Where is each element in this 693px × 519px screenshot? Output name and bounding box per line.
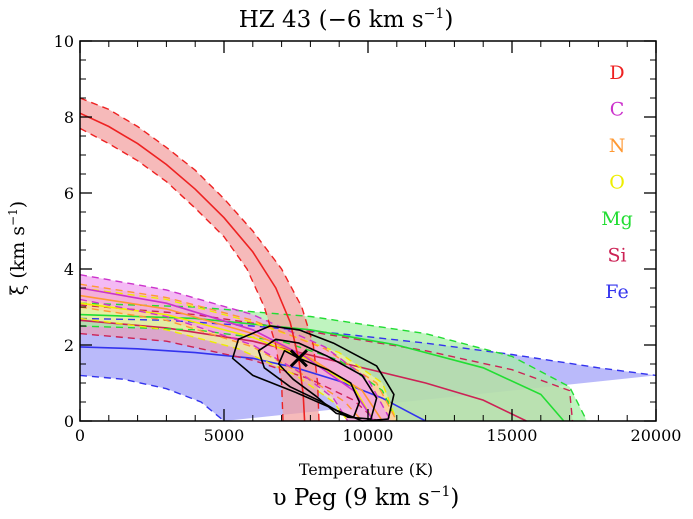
x-tick-label: 10000 [343,426,394,445]
band-upper-c [79,274,392,422]
y-tick-label: 0 [64,412,74,431]
band-upper-fe [79,317,657,377]
band-lower-o [79,317,349,422]
band-lower-fe [79,374,225,422]
confidence-contour-3 [231,325,395,422]
legend-entry-fe: Fe [605,281,628,303]
series-line-o [79,302,375,422]
series-line-mg [79,313,565,422]
chart-subtitle-sup: −1 [430,484,451,500]
series-line-layer [79,97,657,422]
y-axis-label-end: ) [7,201,29,208]
chart-subtitle-end: ) [450,485,459,511]
series-line-fe [79,346,426,422]
band-upper-d [79,97,320,422]
confidence-contour-1 [277,349,361,419]
band-mg [80,303,587,421]
x-tick-label: 20000 [631,426,682,445]
legend-entry-c: C [610,99,625,121]
legend-entry-mg: Mg [601,208,633,230]
legend-entry-o: O [609,172,625,194]
series-line-n [79,294,384,422]
x-tick-label: 5000 [204,426,245,445]
chart-title-sup: −1 [424,6,445,22]
band-lower-mg [79,325,398,422]
y-tick-label: 4 [64,260,74,279]
y-tick-label: 8 [64,108,74,127]
axis-ticks: 0 5000 10000 15000 20000 0 2 4 6 8 10 [54,32,682,445]
legend-entry-n: N [609,135,626,157]
chart-title-text: HZ 43 (−6 km s [239,7,424,33]
y-axis-label-text: ξ (km s [7,226,29,295]
x-tick-label: 0 [75,426,85,445]
x-tick-label: 15000 [487,426,538,445]
legend-entry-si: Si [607,245,626,267]
band-n [80,284,397,421]
y-axis-label-sup: −1 [6,208,20,226]
band-upper-si [79,304,574,422]
contour-layer [231,325,395,422]
legend-entry-d: D [609,62,624,84]
best-fit-marker-layer [289,349,308,368]
series-line-d [79,112,306,422]
y-tick-label: 6 [64,184,74,203]
chart-subtitle: υ Peg (9 km s−1) [273,484,460,511]
x-axis-label: Temperature (K) [299,460,433,479]
y-axis-label: ξ (km s−1) [6,201,29,295]
band-upper-o [79,287,398,422]
y-tick-label: 2 [64,336,74,355]
band-lower-c [79,298,349,422]
band-lower-d [79,127,284,422]
chart-title: HZ 43 (−6 km s−1) [239,6,454,33]
y-tick-label: 10 [54,32,74,51]
band-upper-n [79,283,398,422]
band-lower-si [79,332,378,422]
chart-subtitle-text: υ Peg (9 km s [273,485,430,511]
chart-title-end: ) [444,7,453,33]
best-fit-marker-stroke-b [289,349,308,368]
